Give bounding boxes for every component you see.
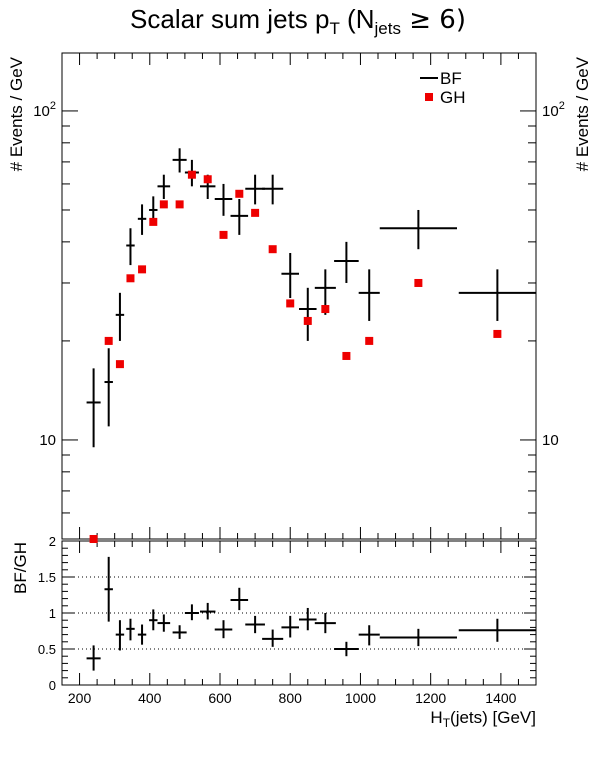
title-suffix: ≥ 6) bbox=[400, 5, 466, 35]
main-plot-frame bbox=[61, 52, 537, 540]
legend-label-bf: BF bbox=[440, 69, 462, 88]
x-tick-label: 200 bbox=[68, 690, 92, 706]
gh-point bbox=[268, 245, 277, 254]
ratio-y-axis-label: BF/GH bbox=[11, 542, 30, 594]
ratio-y-tick-label: 0 bbox=[49, 678, 56, 693]
x-tick-label: 600 bbox=[208, 690, 232, 706]
title-subscript-t: T bbox=[329, 19, 340, 39]
gh-point bbox=[303, 316, 312, 325]
gh-point bbox=[149, 217, 158, 226]
gh-point bbox=[175, 200, 184, 209]
gh-point bbox=[115, 360, 124, 369]
gh-point bbox=[342, 351, 351, 360]
main-y-tick-label-left: 102 bbox=[33, 100, 56, 120]
gh-point bbox=[365, 336, 374, 345]
main-y-tick-label-right: 102 bbox=[542, 100, 565, 120]
ratio-y-tick-label: 1 bbox=[49, 606, 56, 621]
x-tick-label: 1200 bbox=[415, 690, 446, 706]
gh-point bbox=[251, 208, 260, 217]
gh-point bbox=[414, 278, 423, 287]
chart-title: Scalar sum jets pT (Njets ≥ 6) bbox=[0, 4, 596, 39]
gh-point bbox=[219, 230, 228, 239]
gh-point bbox=[159, 200, 168, 209]
gh-point bbox=[187, 170, 196, 179]
x-tick-label: 1000 bbox=[345, 690, 376, 706]
ratio-y-tick-label: 0.5 bbox=[38, 642, 56, 657]
main-y-tick-label-left: 10 bbox=[39, 432, 56, 449]
gh-point bbox=[138, 265, 147, 274]
title-open: (N bbox=[339, 4, 375, 34]
gh-point bbox=[321, 305, 330, 314]
main-y-axis-label-right: # Events / GeV bbox=[573, 56, 592, 171]
x-tick-label: 1400 bbox=[485, 690, 516, 706]
ratio-y-tick-label: 1.5 bbox=[38, 570, 56, 585]
main-y-tick-label-right: 10 bbox=[542, 432, 559, 449]
gh-point bbox=[126, 274, 135, 283]
x-axis-label: HT(jets) [GeV] bbox=[430, 708, 536, 730]
gh-point bbox=[89, 535, 98, 543]
legend-gh-marker bbox=[425, 93, 433, 101]
x-tick-label: 400 bbox=[138, 690, 162, 706]
gh-point bbox=[493, 329, 502, 338]
legend-label-gh: GH bbox=[440, 88, 466, 107]
x-tick-label: 800 bbox=[279, 690, 303, 706]
gh-point bbox=[286, 299, 295, 308]
title-prefix: Scalar sum jets p bbox=[130, 4, 330, 34]
title-subscript-jets: jets bbox=[374, 19, 401, 39]
gh-point bbox=[235, 189, 244, 198]
gh-point bbox=[203, 175, 212, 184]
gh-point bbox=[104, 336, 113, 345]
ratio-y-tick-label: 2 bbox=[49, 534, 56, 549]
main-y-axis-label: # Events / GeV bbox=[7, 56, 26, 171]
